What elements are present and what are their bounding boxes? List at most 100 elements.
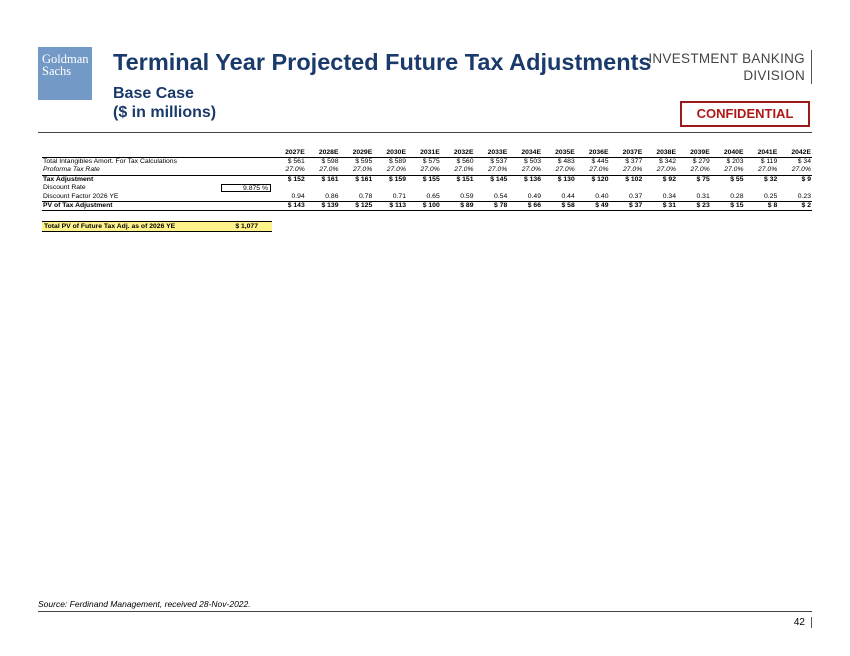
year-header: 2034E <box>508 149 542 159</box>
pv-tax-adjustment-row: PV of Tax Adjustment $ 143 $ 139 $ 125 $… <box>42 201 812 212</box>
discount-rate-input: 9.875 % <box>221 183 271 192</box>
division-label: INVESTMENT BANKING DIVISION <box>648 50 812 84</box>
table-cell: 27.0% <box>690 166 710 174</box>
table-cell: $ 561 <box>287 158 305 166</box>
amortization-row: Total Intangibles Amort. For Tax Calcula… <box>42 158 812 167</box>
table-cell: $ 55 <box>710 174 745 184</box>
table-cell: $ 119 <box>760 158 778 166</box>
year-header: 2032E <box>440 149 475 159</box>
table-cell: $ 139 <box>305 201 340 212</box>
table-cell: $ 66 <box>508 201 542 212</box>
table-cell: $ 145 <box>474 174 509 184</box>
year-header: 2037E <box>609 149 644 159</box>
year-header: 2035E <box>542 149 576 159</box>
table-cell: $ 279 <box>692 158 710 166</box>
header-spacer-cell <box>220 149 272 159</box>
tax-adjustment-row: Tax Adjustment $ 152 $ 161 $ 161 $ 159 $… <box>42 174 812 184</box>
table-cell: $ 130 <box>542 174 576 184</box>
row-label: Proforma Tax Rate <box>43 166 100 174</box>
table-cell: 27.0% <box>319 166 339 174</box>
table-cell: 27.0% <box>791 166 811 174</box>
table-cell: $ 161 <box>305 174 340 184</box>
table-cell: $ 125 <box>339 201 374 212</box>
table-cell: 0.71 <box>373 193 407 203</box>
table-cell: 0.23 <box>778 193 812 203</box>
table-cell: 27.0% <box>487 166 508 174</box>
table-cell: $ 34 <box>797 158 811 166</box>
logo-line-1: Goldman <box>42 52 89 66</box>
year-header: 2040E <box>710 149 745 159</box>
table-cell: 27.0% <box>454 166 474 174</box>
year-header: 2029E <box>339 149 374 159</box>
table-cell: $ 58 <box>542 201 576 212</box>
table-cell: $ 15 <box>710 201 745 212</box>
page-subtitle: Base Case ($ in millions) <box>113 84 216 122</box>
table-cell: 27.0% <box>285 166 305 174</box>
table-cell: 27.0% <box>386 166 406 174</box>
table-cell: $ 136 <box>508 174 542 184</box>
goldman-sachs-logo: Goldman Sachs <box>38 47 92 100</box>
table-cell: $ 8 <box>744 201 779 212</box>
division-line-2: DIVISION <box>743 68 805 83</box>
table-cell: 0.31 <box>677 193 711 203</box>
table-cell: $ 78 <box>474 201 509 212</box>
table-cell: $ 9 <box>778 174 812 184</box>
table-cell: $ 49 <box>575 201 610 212</box>
table-cell: 27.0% <box>352 166 373 174</box>
table-cell: 27.0% <box>521 166 541 174</box>
table-cell: 0.78 <box>339 193 374 203</box>
table-cell: $ 595 <box>355 158 373 166</box>
table-cell: $ 31 <box>643 201 677 212</box>
table-cell: 0.34 <box>643 193 677 203</box>
table-cell: 27.0% <box>656 166 676 174</box>
table-cell: 0.37 <box>609 193 644 203</box>
table-cell: 27.0% <box>589 166 609 174</box>
page-title: Terminal Year Projected Future Tax Adjus… <box>113 49 652 75</box>
page-number: 42 <box>794 617 812 628</box>
table-cell: $ 377 <box>625 158 643 166</box>
table-cell: $ 159 <box>373 174 407 184</box>
table-cell: $ 102 <box>609 174 644 184</box>
table-cell: $ 203 <box>726 158 744 166</box>
table-cell: $ 75 <box>677 174 711 184</box>
table-cell: 0.86 <box>305 193 340 203</box>
confidential-badge: CONFIDENTIAL <box>680 101 810 127</box>
table-cell: $ 560 <box>456 158 474 166</box>
table-cell: $ 113 <box>373 201 407 212</box>
subtitle-units: ($ in millions) <box>113 104 217 121</box>
row-label: Tax Adjustment <box>42 174 220 184</box>
row-label: PV of Tax Adjustment <box>42 201 220 212</box>
table-cell: $ 575 <box>422 158 440 166</box>
header-label-cell <box>42 149 220 159</box>
table-cell: $ 100 <box>407 201 441 212</box>
table-cell: $ 92 <box>643 174 677 184</box>
year-header: 2030E <box>373 149 407 159</box>
logo-line-2: Sachs <box>42 64 72 78</box>
subtitle-case: Base Case <box>113 85 194 102</box>
table-cell: 0.25 <box>744 193 779 203</box>
table-cell: $ 155 <box>407 174 441 184</box>
header-divider <box>38 132 812 133</box>
year-header: 2036E <box>575 149 610 159</box>
row-label: Discount Factor 2026 YE <box>42 193 220 203</box>
year-header: 2041E <box>744 149 779 159</box>
table-cell: 0.44 <box>542 193 576 203</box>
year-header: 2042E <box>778 149 812 159</box>
tax-adjustment-table: 2027E 2028E 2029E 2030E 2031E 2032E 2033… <box>42 149 812 212</box>
tax-rate-row: Proforma Tax Rate 27.0% 27.0% 27.0% 27.0… <box>42 166 812 175</box>
table-cell: 27.0% <box>555 166 575 174</box>
table-cell: $ 151 <box>440 174 475 184</box>
table-cell: 27.0% <box>724 166 744 174</box>
table-cell: $ 37 <box>609 201 644 212</box>
table-cell: $ 2 <box>778 201 812 212</box>
table-cell: $ 342 <box>658 158 676 166</box>
year-header: 2038E <box>643 149 677 159</box>
year-header: 2039E <box>677 149 711 159</box>
table-cell: 0.49 <box>508 193 542 203</box>
footer-divider <box>38 611 812 612</box>
source-note: Source: Ferdinand Management, received 2… <box>38 599 251 609</box>
table-cell: $ 89 <box>440 201 475 212</box>
row-label: Discount Rate <box>43 184 86 192</box>
table-cell: $ 161 <box>339 174 374 184</box>
year-header: 2031E <box>407 149 441 159</box>
